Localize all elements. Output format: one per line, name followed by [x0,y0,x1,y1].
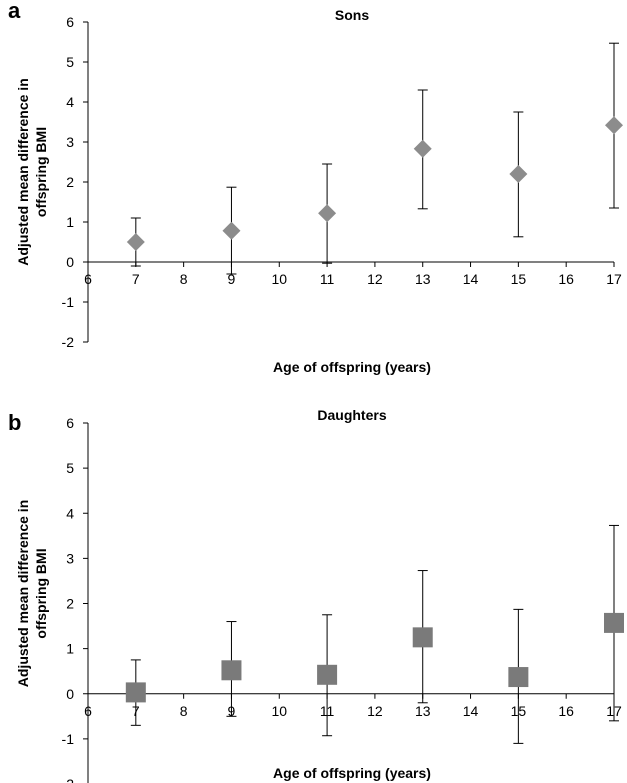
data-point [509,165,528,183]
x-tick-label: 6 [84,271,92,287]
data-point [318,204,337,223]
x-tick-label: 16 [558,271,574,287]
y-tick-label: -2 [62,776,75,783]
y-axis-label: Adjusted mean difference in offspring BMI [15,500,49,687]
data-point [412,627,433,648]
y-tick-label: -1 [62,294,75,310]
x-tick-label: 15 [511,271,527,287]
y-tick-label: 6 [66,14,74,30]
y-tick-label: 6 [66,415,74,431]
data-point [508,667,529,688]
x-tick-label: 11 [320,271,335,287]
data-point [222,221,241,240]
x-tick-label: 8 [180,703,188,719]
x-tick-label: 14 [463,703,479,719]
x-tick-label: 9 [228,271,236,287]
x-tick-label: 17 [606,271,622,287]
x-tick-label: 16 [558,703,574,719]
y-tick-label: 4 [66,94,74,110]
chart-title: Daughters [317,407,386,423]
x-tick-label: 10 [271,703,287,719]
y-axis-label: Adjusted mean difference in offspring BMI [15,78,49,265]
data-point [604,612,624,633]
panel-letter: b [8,410,21,435]
chart-panel-b: bDaughters-2-101234566789101112131415161… [8,407,624,783]
x-tick-label: 6 [84,703,92,719]
x-tick-label: 10 [271,271,287,287]
x-tick-label: 14 [463,271,479,287]
x-tick-label: 13 [415,703,431,719]
data-point [317,664,338,685]
y-tick-label: 1 [66,214,74,230]
data-point [125,682,146,703]
y-tick-label: -2 [62,334,75,350]
data-point [126,233,145,251]
x-axis-label: Age of offspring (years) [273,359,431,375]
y-tick-label: 0 [66,686,74,702]
y-tick-label: 5 [66,54,74,70]
y-tick-label: 5 [66,460,74,476]
y-tick-label: 0 [66,254,74,270]
data-point [413,139,432,158]
y-tick-label: 1 [66,641,74,657]
data-point [605,116,623,135]
x-tick-label: 12 [367,703,383,719]
y-tick-label: -1 [62,731,75,747]
y-tick-label: 2 [66,174,74,190]
x-axis-label: Age of offspring (years) [273,765,431,781]
panel-letter: a [8,0,21,23]
x-tick-label: 7 [132,271,140,287]
x-tick-label: 12 [367,271,383,287]
y-tick-label: 2 [66,596,74,612]
chart-title: Sons [335,7,369,23]
x-tick-label: 13 [415,271,431,287]
y-tick-label: 4 [66,505,74,521]
x-tick-label: 8 [180,271,188,287]
data-point [221,660,242,681]
y-tick-label: 3 [66,550,74,566]
y-tick-label: 3 [66,134,74,150]
